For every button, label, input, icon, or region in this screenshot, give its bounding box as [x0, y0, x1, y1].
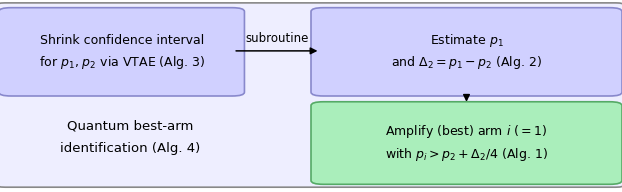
Text: Amplify (best) arm $i$ $(= 1)$: Amplify (best) arm $i$ $(= 1)$ — [385, 123, 548, 141]
FancyBboxPatch shape — [0, 3, 622, 187]
Text: and $\Delta_2 = p_1 - p_2$ (Alg. 2): and $\Delta_2 = p_1 - p_2$ (Alg. 2) — [391, 54, 542, 71]
FancyBboxPatch shape — [311, 102, 622, 184]
Text: subroutine: subroutine — [245, 32, 309, 45]
Text: Quantum best-arm: Quantum best-arm — [67, 120, 194, 133]
Text: Shrink confidence interval: Shrink confidence interval — [40, 34, 204, 47]
Text: with $p_i > p_2 + \Delta_2/4$ (Alg. 1): with $p_i > p_2 + \Delta_2/4$ (Alg. 1) — [385, 146, 548, 163]
FancyBboxPatch shape — [311, 8, 622, 96]
Text: Estimate $p_1$: Estimate $p_1$ — [430, 32, 503, 49]
Text: identification (Alg. 4): identification (Alg. 4) — [60, 142, 201, 155]
Text: for $p_1$, $p_2$ via VTAE (Alg. 3): for $p_1$, $p_2$ via VTAE (Alg. 3) — [39, 54, 205, 71]
FancyBboxPatch shape — [0, 8, 244, 96]
